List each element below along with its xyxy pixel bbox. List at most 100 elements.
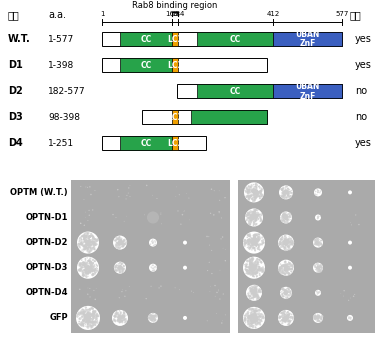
Circle shape: [94, 322, 96, 324]
Circle shape: [285, 195, 287, 196]
Circle shape: [316, 267, 318, 269]
Circle shape: [288, 218, 290, 219]
Circle shape: [316, 293, 318, 295]
Circle shape: [259, 213, 261, 215]
Circle shape: [88, 317, 89, 319]
Circle shape: [80, 262, 81, 263]
Circle shape: [83, 323, 85, 324]
Circle shape: [282, 316, 285, 318]
Circle shape: [191, 291, 192, 292]
Circle shape: [84, 247, 86, 250]
Circle shape: [278, 268, 281, 271]
Circle shape: [251, 272, 252, 273]
Circle shape: [253, 191, 255, 193]
Circle shape: [251, 319, 252, 321]
Circle shape: [257, 270, 258, 271]
Circle shape: [245, 242, 247, 244]
Circle shape: [146, 298, 147, 299]
Circle shape: [257, 240, 258, 241]
Circle shape: [288, 320, 291, 323]
Circle shape: [250, 262, 251, 263]
Circle shape: [89, 261, 92, 264]
Circle shape: [254, 244, 255, 245]
Circle shape: [284, 270, 286, 271]
Circle shape: [216, 313, 217, 314]
Circle shape: [281, 188, 283, 191]
Circle shape: [317, 267, 319, 268]
Circle shape: [256, 318, 257, 320]
Circle shape: [253, 241, 254, 242]
Circle shape: [285, 317, 287, 319]
Circle shape: [152, 267, 153, 269]
Circle shape: [251, 290, 253, 291]
Circle shape: [92, 318, 94, 321]
Circle shape: [251, 310, 253, 313]
Circle shape: [249, 221, 252, 224]
Circle shape: [91, 235, 94, 237]
Circle shape: [91, 241, 92, 243]
Circle shape: [279, 315, 281, 317]
Circle shape: [285, 241, 288, 244]
Circle shape: [252, 291, 255, 294]
Circle shape: [88, 241, 91, 244]
Circle shape: [255, 310, 257, 312]
Circle shape: [92, 271, 93, 272]
Bar: [177, 84, 342, 98]
Circle shape: [255, 214, 257, 216]
Circle shape: [120, 322, 122, 323]
Circle shape: [86, 262, 88, 264]
Circle shape: [281, 266, 282, 267]
Circle shape: [288, 319, 290, 321]
Circle shape: [252, 267, 253, 269]
Circle shape: [250, 219, 252, 221]
Circle shape: [153, 320, 155, 322]
Circle shape: [91, 315, 92, 316]
Circle shape: [84, 262, 85, 263]
Circle shape: [255, 216, 257, 217]
Circle shape: [122, 316, 124, 318]
Circle shape: [89, 235, 90, 237]
Circle shape: [254, 289, 255, 291]
Circle shape: [290, 321, 291, 322]
Circle shape: [246, 269, 247, 271]
Circle shape: [252, 288, 254, 291]
Circle shape: [119, 312, 122, 314]
Circle shape: [255, 318, 257, 321]
Circle shape: [258, 318, 261, 321]
Circle shape: [282, 216, 285, 218]
Circle shape: [124, 313, 125, 314]
Circle shape: [282, 264, 285, 267]
Circle shape: [96, 264, 97, 265]
Circle shape: [283, 289, 286, 292]
Circle shape: [290, 293, 292, 296]
Circle shape: [119, 316, 121, 318]
Circle shape: [117, 239, 118, 240]
Circle shape: [252, 268, 254, 270]
Circle shape: [83, 312, 85, 313]
Circle shape: [93, 272, 96, 275]
Circle shape: [94, 260, 96, 262]
Circle shape: [87, 313, 89, 315]
Circle shape: [254, 265, 257, 268]
Circle shape: [283, 296, 285, 297]
Circle shape: [85, 268, 87, 270]
Circle shape: [255, 316, 256, 317]
Circle shape: [254, 267, 255, 268]
Circle shape: [88, 267, 89, 268]
Circle shape: [88, 266, 91, 269]
Circle shape: [81, 262, 83, 265]
Circle shape: [284, 198, 285, 199]
Circle shape: [291, 245, 293, 246]
Circle shape: [284, 215, 287, 217]
Circle shape: [91, 248, 93, 251]
Circle shape: [244, 317, 246, 319]
Circle shape: [285, 242, 286, 244]
Circle shape: [320, 264, 322, 266]
Circle shape: [93, 310, 96, 313]
Circle shape: [255, 265, 257, 267]
Circle shape: [87, 309, 88, 310]
Circle shape: [253, 317, 255, 319]
Circle shape: [284, 246, 287, 249]
Circle shape: [348, 318, 350, 320]
Circle shape: [286, 273, 288, 275]
